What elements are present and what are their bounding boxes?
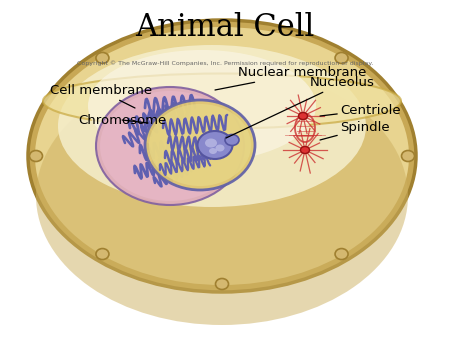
Ellipse shape [198, 131, 233, 159]
Text: Copyright © The McGraw-Hill Companies, Inc. Permission required for reproduction: Copyright © The McGraw-Hill Companies, I… [77, 60, 373, 66]
Text: Chromosome: Chromosome [78, 114, 166, 126]
Ellipse shape [88, 50, 316, 162]
Ellipse shape [205, 139, 217, 147]
Text: Animal Cell: Animal Cell [135, 12, 315, 43]
Ellipse shape [298, 113, 307, 120]
Ellipse shape [225, 135, 239, 145]
Ellipse shape [335, 248, 348, 260]
Text: Centriole: Centriole [320, 103, 400, 117]
Ellipse shape [209, 148, 217, 154]
Ellipse shape [30, 150, 42, 162]
Ellipse shape [43, 73, 401, 128]
Ellipse shape [96, 52, 109, 64]
Ellipse shape [216, 279, 229, 290]
Text: Nucleolus: Nucleolus [226, 76, 375, 138]
Text: Cell membrane: Cell membrane [50, 84, 152, 108]
Ellipse shape [35, 27, 409, 285]
Text: Nuclear membrane: Nuclear membrane [215, 67, 366, 90]
Ellipse shape [216, 145, 225, 151]
Ellipse shape [96, 87, 244, 205]
Ellipse shape [28, 20, 416, 292]
Ellipse shape [96, 248, 109, 260]
Ellipse shape [100, 91, 240, 201]
Ellipse shape [301, 146, 310, 153]
Ellipse shape [145, 100, 255, 190]
Ellipse shape [401, 150, 414, 162]
Ellipse shape [36, 67, 408, 325]
Text: Spindle: Spindle [320, 121, 390, 140]
Ellipse shape [58, 45, 366, 207]
Ellipse shape [149, 104, 251, 186]
Ellipse shape [335, 52, 348, 64]
